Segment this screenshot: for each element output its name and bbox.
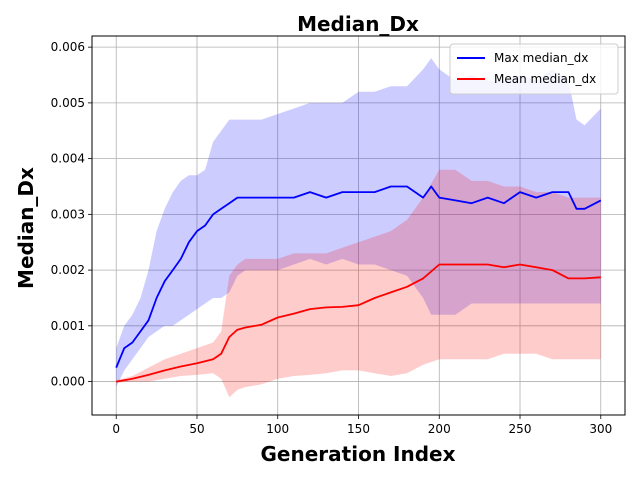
chart-title: Median_Dx bbox=[297, 12, 419, 36]
x-tick-label: 200 bbox=[428, 422, 451, 436]
y-tick-label: 0.006 bbox=[51, 40, 85, 54]
series-band-1 bbox=[116, 169, 601, 398]
y-axis-title: Median_Dx bbox=[14, 167, 38, 289]
x-axis-ticks: 0 50 100 150 200 250 300 bbox=[112, 415, 612, 436]
series-band-0 bbox=[116, 58, 601, 388]
y-tick-label: 0.000 bbox=[51, 375, 85, 389]
series-line-1 bbox=[116, 263, 601, 383]
x-tick-label: 250 bbox=[509, 422, 532, 436]
x-tick-label: 50 bbox=[189, 422, 204, 436]
x-tick-label: 150 bbox=[347, 422, 370, 436]
x-tick-label: 0 bbox=[112, 422, 120, 436]
legend-box bbox=[449, 43, 619, 95]
y-tick-label: 0.004 bbox=[51, 152, 85, 166]
legend-label-max: Max median_dx bbox=[494, 51, 588, 65]
x-tick-label: 300 bbox=[589, 422, 612, 436]
bands bbox=[116, 58, 601, 398]
legend: Max median_dx Mean median_dx bbox=[449, 43, 619, 95]
y-tick-label: 0.002 bbox=[51, 263, 85, 277]
y-tick-label: 0.001 bbox=[51, 319, 85, 333]
x-axis-title: Generation Index bbox=[261, 442, 456, 466]
series-line-0 bbox=[115, 185, 602, 368]
y-axis-ticks: 0.000 0.001 0.002 0.003 0.004 0.005 0.006 bbox=[51, 40, 92, 389]
y-tick-label: 0.003 bbox=[51, 207, 85, 221]
legend-label-mean: Mean median_dx bbox=[494, 72, 596, 86]
series-lines bbox=[115, 185, 602, 383]
y-tick-label: 0.005 bbox=[51, 96, 85, 110]
x-tick-label: 100 bbox=[266, 422, 289, 436]
